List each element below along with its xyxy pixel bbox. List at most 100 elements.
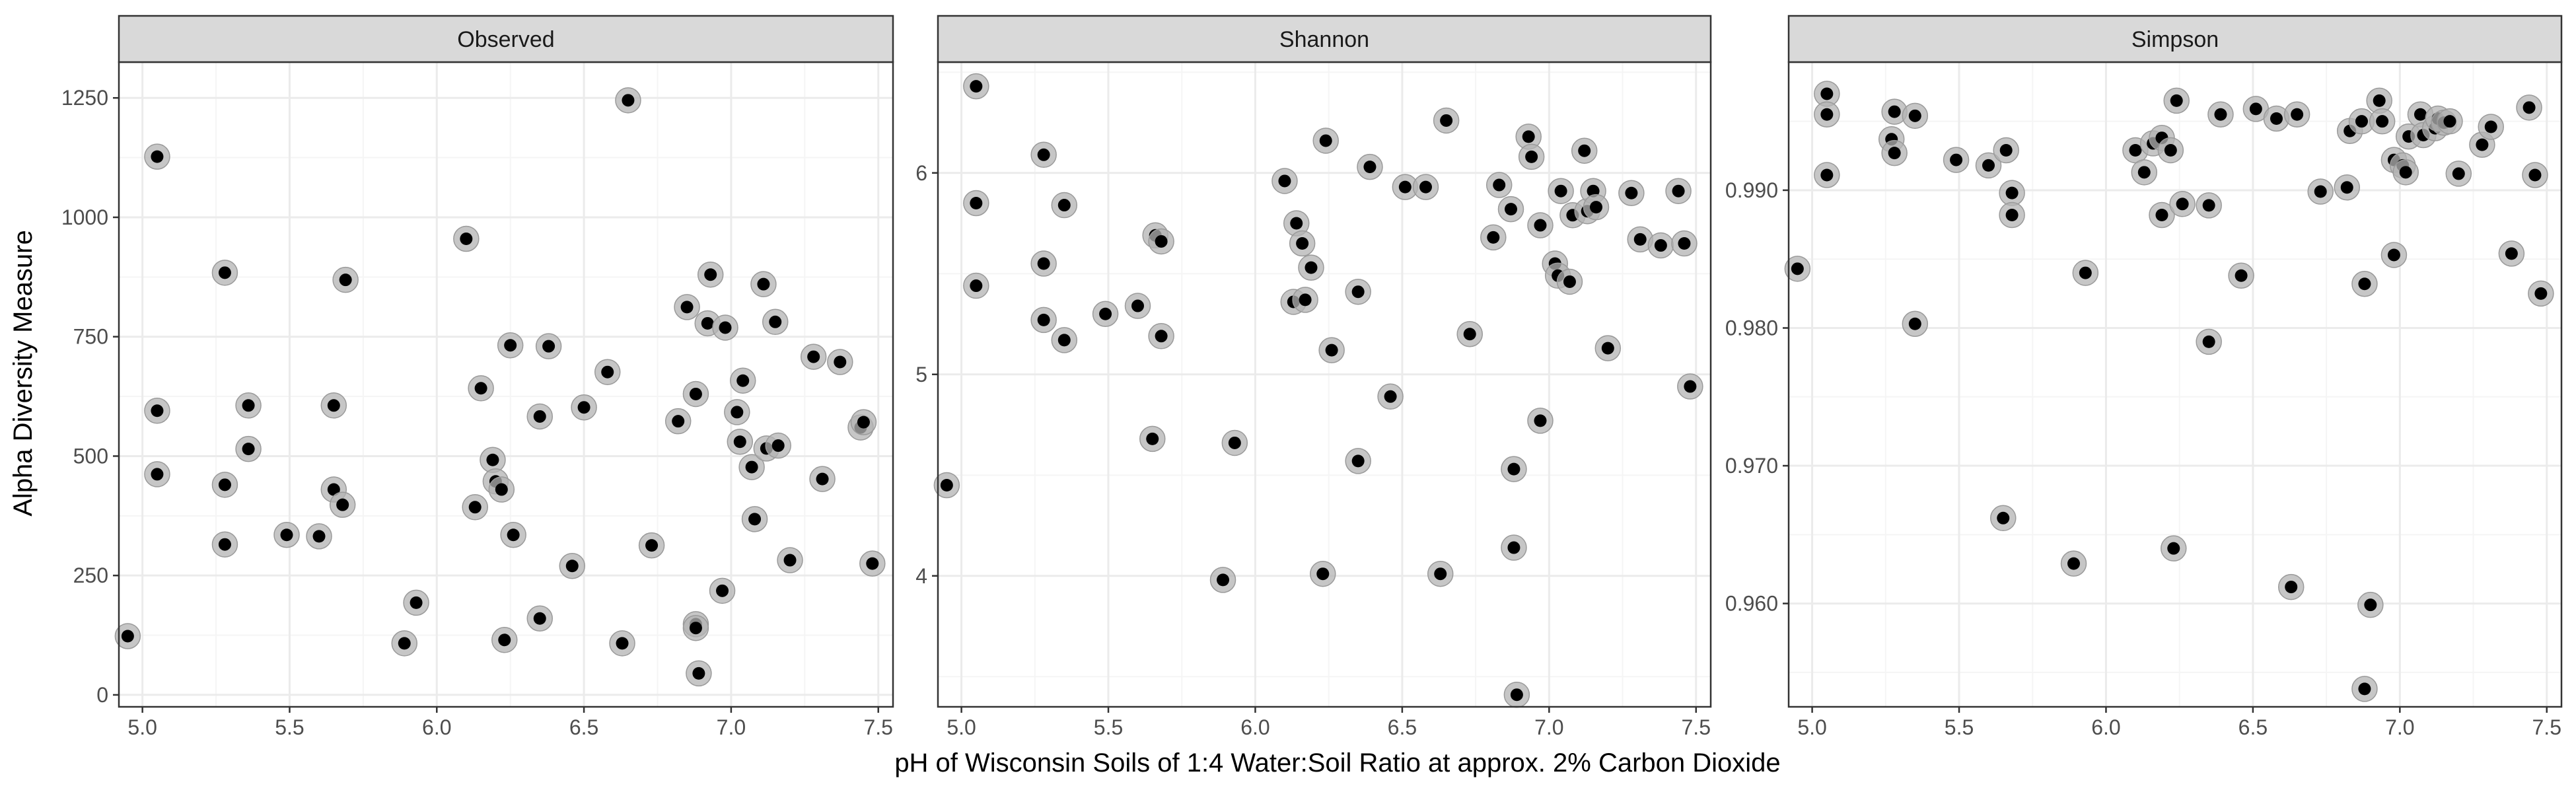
data-point <box>2369 108 2396 135</box>
point-marker <box>2137 166 2151 179</box>
y-tick-label: 500 <box>73 444 108 468</box>
data-point <box>738 454 765 480</box>
data-point <box>1527 212 1554 238</box>
x-tick-label: 6.0 <box>2091 715 2120 739</box>
data-point <box>235 435 262 462</box>
point-marker <box>2399 166 2412 179</box>
point-marker <box>1633 233 1647 246</box>
y-tick-label: 4 <box>915 564 927 588</box>
point-marker <box>1982 159 1995 172</box>
facet-strip <box>937 15 1712 63</box>
point-marker <box>280 528 293 542</box>
data-point <box>1318 337 1345 363</box>
data-point <box>2149 201 2175 229</box>
data-point <box>1902 310 1929 337</box>
data-point <box>615 87 641 114</box>
data-point <box>777 547 803 573</box>
point-marker <box>1398 180 1412 194</box>
point-marker <box>970 80 983 93</box>
point-marker <box>486 453 499 466</box>
x-tick-label: 7.0 <box>1534 715 1563 739</box>
point-marker <box>151 404 164 417</box>
point-marker <box>1534 414 1547 427</box>
x-tick-label: 7.5 <box>863 715 892 739</box>
data-point <box>1518 143 1545 170</box>
data-point <box>727 429 754 455</box>
point-marker <box>689 387 702 400</box>
point-marker <box>1590 201 1603 214</box>
data-point <box>664 408 692 435</box>
point-marker <box>1037 257 1050 270</box>
y-tick-label: 250 <box>73 563 108 587</box>
data-point <box>1312 127 1339 154</box>
point-marker <box>1217 573 1230 587</box>
data-point <box>1993 137 2019 164</box>
data-point <box>211 472 238 498</box>
data-point <box>827 349 853 375</box>
point-marker <box>1228 436 1241 449</box>
point-marker <box>2522 101 2536 114</box>
data-point <box>2348 108 2375 135</box>
point-marker <box>1820 108 1834 121</box>
data-point <box>1148 228 1174 255</box>
data-point <box>332 266 359 293</box>
point-marker <box>1155 330 1168 343</box>
data-point <box>1571 137 1598 164</box>
data-point <box>144 398 170 424</box>
data-point <box>1497 196 1524 223</box>
data-point <box>1594 335 1622 361</box>
point-marker <box>2214 108 2227 121</box>
y-tick-label: 1000 <box>61 205 108 229</box>
point-marker <box>672 415 685 428</box>
point-marker <box>940 479 953 491</box>
data-point <box>403 589 429 616</box>
point-marker <box>692 667 705 680</box>
data-point <box>1456 321 1483 347</box>
point-marker <box>565 560 579 573</box>
point-marker <box>1672 184 1685 198</box>
data-point <box>1527 408 1554 434</box>
point-marker <box>1057 199 1071 212</box>
data-point <box>2196 328 2222 355</box>
facet-strip-label: Simpson <box>2131 27 2219 52</box>
point-marker <box>2358 277 2371 291</box>
data-point <box>1943 147 1970 173</box>
data-point <box>1999 180 2025 206</box>
data-point <box>1209 567 1236 593</box>
data-point <box>1271 168 1298 194</box>
point-marker <box>1525 150 1538 163</box>
data-point <box>2522 162 2548 188</box>
point-marker <box>2079 266 2092 279</box>
point-marker <box>1434 567 1447 581</box>
x-tick-label: 6.5 <box>2238 715 2268 739</box>
data-point <box>2169 191 2196 217</box>
x-tick-label: 5.5 <box>275 715 304 739</box>
point-marker <box>1351 285 1365 299</box>
point-marker <box>1146 432 1159 445</box>
facet-strip-label: Shannon <box>1279 27 1369 52</box>
point-marker <box>1440 114 1453 127</box>
panel-background <box>119 62 893 707</box>
point-marker <box>1791 262 1804 275</box>
x-tick-label: 6.5 <box>569 715 598 739</box>
point-marker <box>1625 186 1638 199</box>
point-marker <box>745 460 758 474</box>
point-marker <box>507 528 520 542</box>
point-marker <box>1908 109 1921 122</box>
point-marker <box>1563 275 1576 288</box>
point-marker <box>716 584 729 597</box>
data-point <box>712 314 738 341</box>
data-point <box>682 614 709 641</box>
data-point <box>273 521 300 548</box>
data-point <box>1485 172 1513 198</box>
point-marker <box>2528 168 2542 182</box>
data-point <box>1357 153 1383 180</box>
x-tick-label: 5.0 <box>1797 715 1826 739</box>
data-point <box>1990 505 2017 532</box>
point-marker <box>2484 120 2497 133</box>
point-marker <box>719 321 732 334</box>
data-point <box>1881 139 1908 166</box>
point-marker <box>1601 342 1614 355</box>
x-tick-label: 5.5 <box>1945 715 1974 739</box>
